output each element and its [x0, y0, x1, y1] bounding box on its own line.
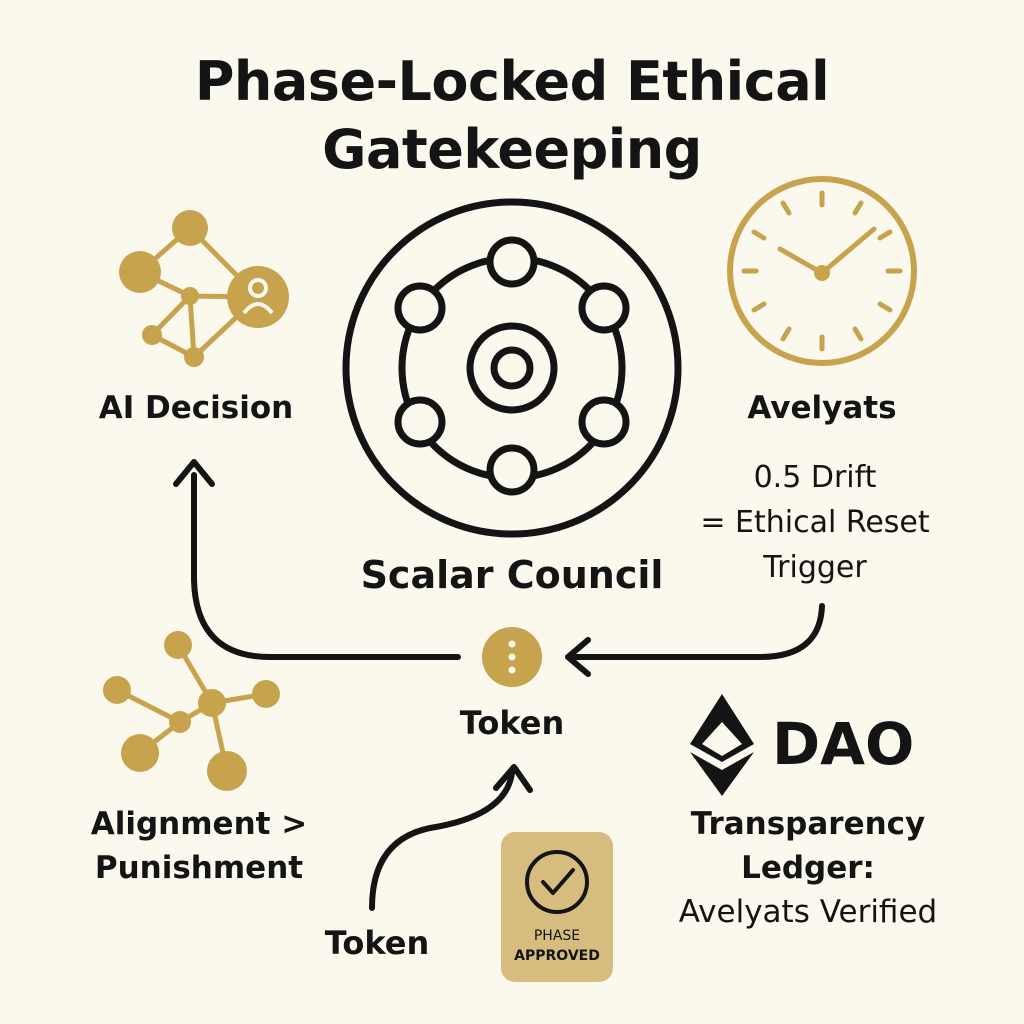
title-line-1: Phase-Locked Ethical — [194, 50, 830, 113]
arrow-bottom-token-to-token — [369, 770, 515, 911]
arrow-head-up-token — [493, 764, 533, 793]
avelyats-label: Avelyats — [747, 390, 897, 426]
token-bottom-label: Token — [324, 924, 430, 962]
drift-note-line-3: Trigger — [763, 550, 867, 585]
ledger-line-3: Avelyats Verified — [678, 894, 938, 930]
ledger-line-2: Ledger: — [741, 850, 875, 886]
token-center-label: Token — [459, 704, 565, 742]
arrow-token-to-ai-decision — [191, 472, 461, 660]
ethereum-diamond-icon — [690, 694, 754, 796]
phase-badge-line-2: APPROVED — [514, 948, 600, 964]
network-user-icon — [119, 210, 289, 367]
clock-icon — [727, 176, 917, 366]
arrow-avelyats-to-token — [570, 603, 825, 660]
ledger-line-1: Transparency — [690, 806, 926, 842]
checkmark-icon — [525, 850, 589, 914]
alignment-label: Alignment > Punishment — [66, 802, 332, 890]
council-ring-icon — [342, 198, 682, 538]
phase-badge-text: PHASE APPROVED — [501, 926, 613, 966]
dao-label: DAO — [772, 710, 915, 778]
user-icon — [242, 278, 274, 315]
arrow-head-left-token — [565, 637, 591, 677]
drift-note-line-2: = Ethical Reset — [700, 505, 930, 540]
diagram-title: Phase-Locked Ethical Gatekeeping — [0, 48, 1024, 184]
drift-note-line-1: 0.5 Drift — [753, 460, 877, 495]
drift-note: 0.5 Drift = Ethical Reset Trigger — [670, 455, 960, 590]
title-line-2: Gatekeeping — [322, 118, 702, 181]
ai-decision-label: AI Decision — [98, 390, 294, 426]
phase-badge-line-1: PHASE — [533, 928, 581, 944]
arrow-head-up-ai — [173, 459, 215, 487]
transparency-ledger: Transparency Ledger: Avelyats Verified — [652, 802, 964, 934]
scalar-council-label: Scalar Council — [360, 553, 664, 597]
token-dots-icon — [482, 627, 542, 687]
alignment-label-line-2: Punishment — [94, 850, 304, 886]
alignment-label-line-1: Alignment > — [90, 806, 308, 842]
phase-approved-badge — [501, 832, 613, 982]
network-icon — [103, 631, 280, 791]
